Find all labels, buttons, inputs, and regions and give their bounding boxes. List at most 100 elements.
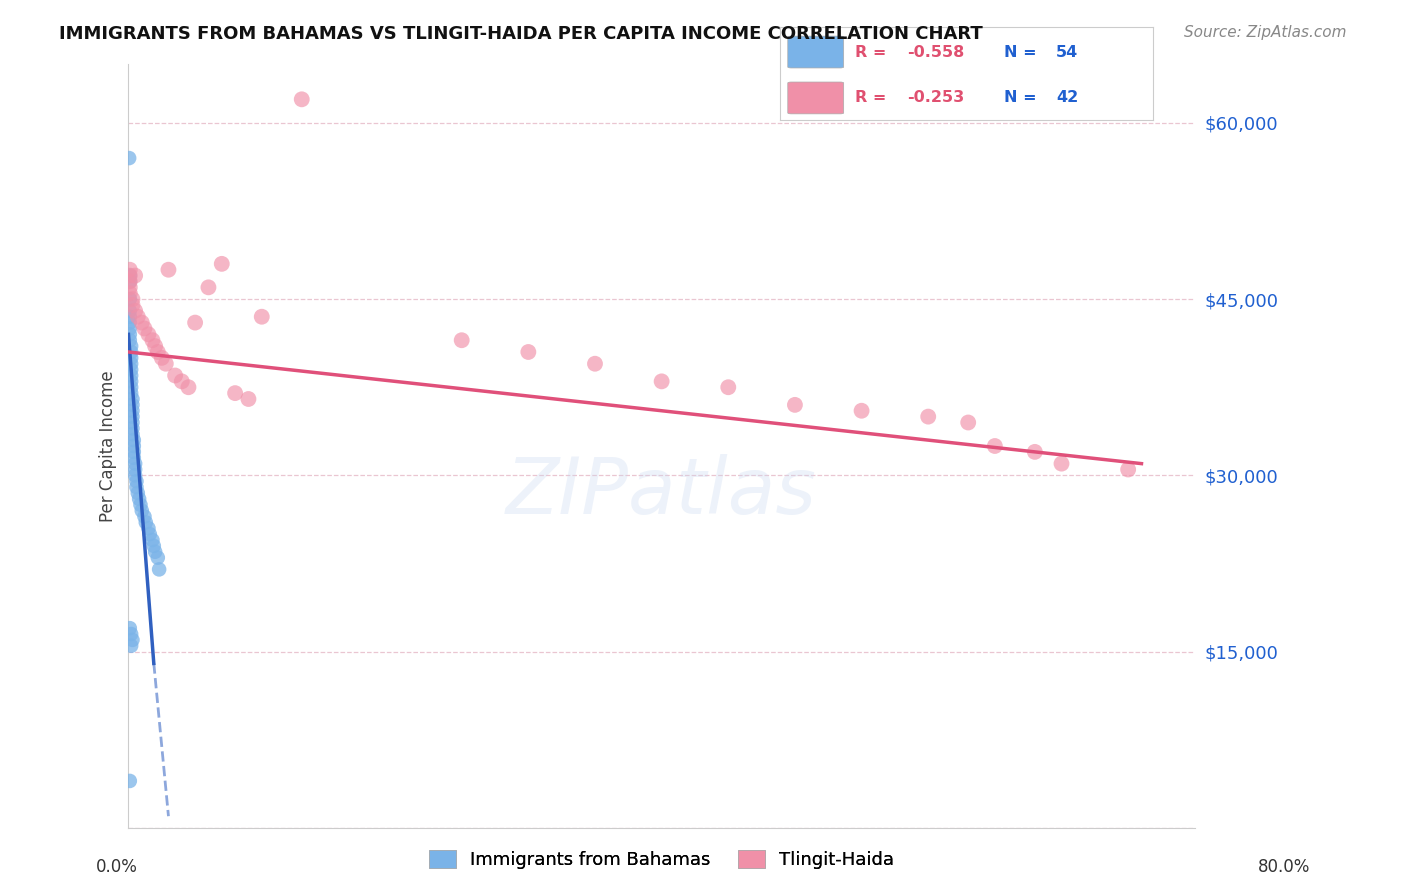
Y-axis label: Per Capita Income: Per Capita Income xyxy=(100,370,117,522)
Point xyxy=(118,262,141,277)
Point xyxy=(120,627,142,641)
Point xyxy=(118,621,141,635)
Point xyxy=(122,450,145,465)
Point xyxy=(138,521,160,535)
Point xyxy=(165,368,187,383)
Legend: Immigrants from Bahamas, Tlingit-Haida: Immigrants from Bahamas, Tlingit-Haida xyxy=(422,842,901,876)
Point xyxy=(121,421,143,435)
Point xyxy=(224,386,246,401)
Point xyxy=(118,286,141,301)
Point xyxy=(118,333,141,347)
Point xyxy=(120,357,142,371)
Point xyxy=(120,368,142,383)
Point xyxy=(150,351,173,365)
Point xyxy=(131,316,153,330)
Text: 0.0%: 0.0% xyxy=(96,858,138,876)
Point xyxy=(124,268,146,283)
Point xyxy=(120,639,142,653)
Point xyxy=(120,380,142,394)
Point xyxy=(1050,457,1073,471)
Point xyxy=(134,509,156,524)
Point xyxy=(583,357,606,371)
Point xyxy=(143,339,166,353)
Point xyxy=(121,298,143,312)
Point xyxy=(122,445,145,459)
Point xyxy=(120,351,142,365)
Point xyxy=(146,550,169,565)
Point xyxy=(124,468,146,483)
Text: -0.253: -0.253 xyxy=(907,90,965,105)
Point xyxy=(143,545,166,559)
Point xyxy=(121,398,143,412)
Point xyxy=(177,380,200,394)
Point xyxy=(783,398,806,412)
Point xyxy=(157,262,180,277)
Point xyxy=(142,539,165,553)
Point xyxy=(717,380,740,394)
Point xyxy=(121,416,143,430)
Text: IMMIGRANTS FROM BAHAMAS VS TLINGIT-HAIDA PER CAPITA INCOME CORRELATION CHART: IMMIGRANTS FROM BAHAMAS VS TLINGIT-HAIDA… xyxy=(59,25,983,43)
Point xyxy=(184,316,207,330)
Point xyxy=(118,327,141,342)
Point xyxy=(291,92,314,106)
Point xyxy=(121,392,143,406)
Point xyxy=(141,333,163,347)
Point xyxy=(122,439,145,453)
Point xyxy=(121,632,143,647)
Text: N =: N = xyxy=(1004,90,1042,105)
Point xyxy=(129,498,152,512)
Point xyxy=(250,310,273,324)
Text: R =: R = xyxy=(855,45,891,60)
Point xyxy=(118,303,141,318)
Point xyxy=(851,403,873,417)
Point xyxy=(651,375,673,389)
Point xyxy=(125,480,148,494)
Text: R =: R = xyxy=(855,90,891,105)
Point xyxy=(139,527,162,541)
Point xyxy=(128,491,150,506)
Point xyxy=(131,503,153,517)
Point xyxy=(124,462,146,476)
Text: 80.0%: 80.0% xyxy=(1258,858,1310,876)
FancyBboxPatch shape xyxy=(787,36,844,68)
Point xyxy=(138,327,160,342)
Text: Source: ZipAtlas.com: Source: ZipAtlas.com xyxy=(1184,25,1347,40)
Text: N =: N = xyxy=(1004,45,1042,60)
Text: 42: 42 xyxy=(1056,90,1078,105)
Point xyxy=(148,562,170,576)
Point xyxy=(120,386,142,401)
Point xyxy=(141,533,163,547)
Point xyxy=(450,333,472,347)
Point xyxy=(134,321,156,335)
Point xyxy=(120,345,142,359)
Point xyxy=(124,457,146,471)
Point xyxy=(135,516,157,530)
Point xyxy=(957,416,980,430)
Point xyxy=(118,275,141,289)
Point xyxy=(121,403,143,417)
Point xyxy=(118,292,141,306)
Point xyxy=(125,475,148,489)
Point xyxy=(517,345,540,359)
Point xyxy=(124,303,146,318)
Point xyxy=(120,339,142,353)
Point xyxy=(120,362,142,376)
Point xyxy=(155,357,177,371)
Point xyxy=(984,439,1007,453)
Point xyxy=(118,275,141,289)
FancyBboxPatch shape xyxy=(787,82,844,114)
Point xyxy=(118,280,141,294)
Text: ZIPatlas: ZIPatlas xyxy=(506,454,817,530)
Point xyxy=(170,375,193,389)
Point xyxy=(118,268,141,283)
Point xyxy=(197,280,219,294)
Point xyxy=(118,321,141,335)
Point xyxy=(146,345,169,359)
Point xyxy=(127,310,149,324)
Point xyxy=(118,151,141,165)
Point xyxy=(122,433,145,447)
Point xyxy=(1116,462,1139,476)
Text: -0.558: -0.558 xyxy=(907,45,965,60)
Point xyxy=(118,268,141,283)
Point xyxy=(211,257,233,271)
